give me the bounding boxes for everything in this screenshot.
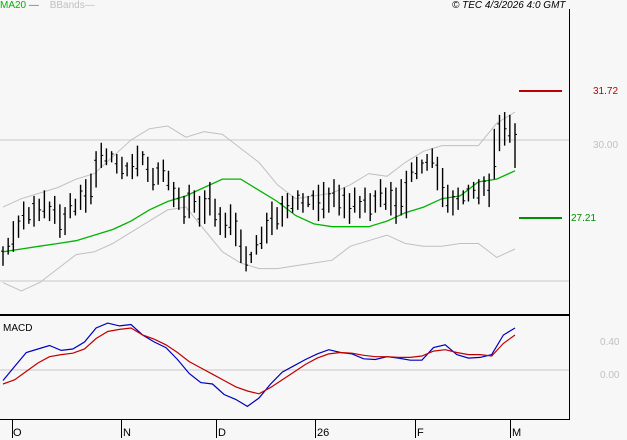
resistance-value-label: 31.72 [593, 86, 619, 97]
legend-bbands: BBands— [49, 0, 95, 11]
macd-signal-line [2, 327, 516, 395]
macd-line [2, 322, 516, 408]
bollinger-lower-band [2, 206, 516, 292]
macd-axis-label-000: 0.00 [600, 370, 620, 381]
chart-legend: MA20 — BBands— [0, 0, 95, 11]
macd-title: MACD [3, 323, 33, 334]
x-axis-ticks [12, 420, 511, 438]
x-label-oct: O [13, 427, 22, 439]
bollinger-upper-band [2, 111, 516, 208]
ma20-line [2, 170, 516, 253]
x-label-dec: D [218, 427, 226, 439]
support-value-label: 27.21 [571, 213, 597, 224]
macd-axis-label-040: 0.40 [600, 337, 620, 348]
x-label-nov: N [123, 427, 131, 439]
x-label-feb: F [417, 427, 424, 439]
x-label-2026: 26 [317, 427, 330, 439]
price-axis-label-30: 30.00 [593, 140, 619, 151]
copyright-timestamp: © TEC 4/3/2026 4:0 GMT [452, 0, 566, 11]
price-bars [1, 112, 517, 272]
legend-ma20: MA20 — [0, 0, 39, 11]
x-label-mar: M [512, 427, 522, 439]
